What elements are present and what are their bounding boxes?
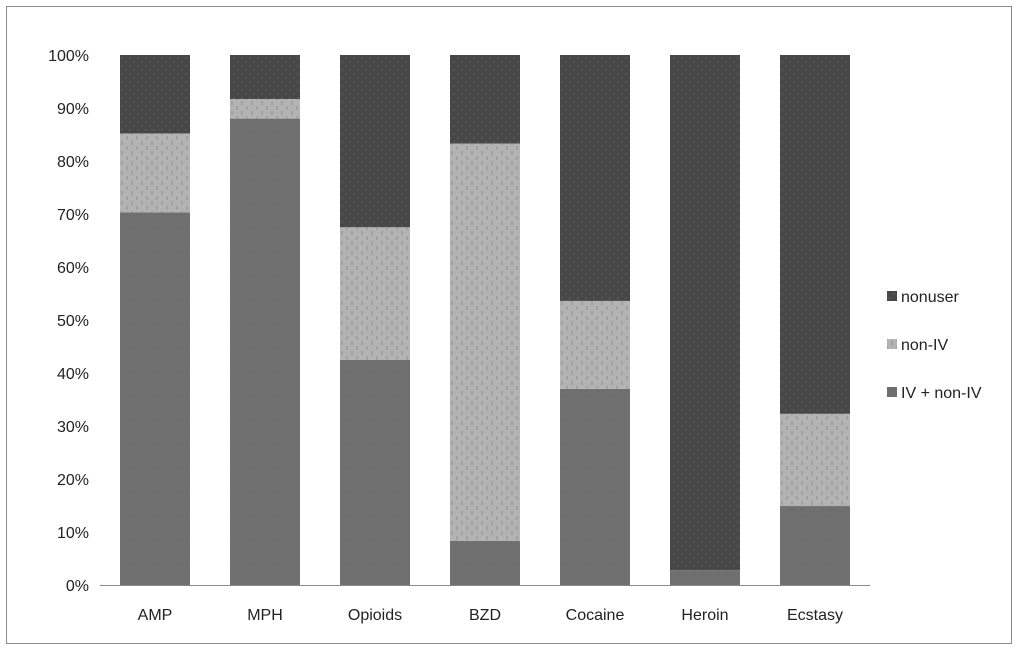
bar-segment-non-iv [120,133,190,213]
bar-segment-nonuser [560,55,630,301]
legend-label: nonuser [901,289,959,306]
bar-segment-nonuser [450,55,520,144]
bar-segment-non-iv [340,227,410,360]
legend: nonuser non-IV IV + non-IV [887,289,982,402]
bar-segment-iv-non-iv [230,118,300,585]
y-tick-label: 70% [57,207,89,224]
x-tick-label: Cocaine [566,607,625,624]
y-tick-label: 40% [57,366,89,383]
bar-segment-non-iv [450,143,520,542]
x-tick-label: BZD [469,607,501,624]
y-tick-label: 10% [57,525,89,542]
y-tick-label: 100% [48,48,89,65]
x-tick-label: Opioids [348,607,402,624]
bar-segment-iv-non-iv [780,506,850,585]
bar-segment-iv-non-iv [120,212,190,585]
bar-segment-iv-non-iv [450,541,520,585]
y-tick-label: 90% [57,101,89,118]
bar-segment-iv-non-iv [560,388,630,585]
bars-group [120,55,850,585]
bar-segment-nonuser [340,55,410,228]
y-tick-label: 20% [57,472,89,489]
legend-label: non-IV [901,337,948,354]
bar-segment-non-iv [780,413,850,507]
bar-segment-nonuser [670,55,740,571]
x-tick-label: MPH [247,607,283,624]
legend-swatch [887,339,897,349]
x-axis: AMP MPH Opioids BZD Cocaine Heroin Ecstasy [100,585,870,624]
y-tick-label: 60% [57,260,89,277]
y-tick-label: 80% [57,154,89,171]
bar-segment-nonuser [120,55,190,134]
bar-segment-non-iv [560,300,630,389]
x-tick-label: Heroin [681,607,728,624]
y-axis: 0% 10% 20% 30% 40% 50% 60% 70% 80% 90% 100% [48,48,89,595]
bar-segment-nonuser [230,55,300,99]
bar-segment-non-iv [230,98,300,119]
bar-segment-iv-non-iv [670,570,740,585]
bar-segment-nonuser [780,55,850,414]
legend-label: IV + non-IV [901,385,982,402]
y-tick-label: 30% [57,419,89,436]
legend-swatch [887,387,897,397]
legend-swatch [887,291,897,301]
y-tick-label: 50% [57,313,89,330]
y-tick-label: 0% [66,578,89,595]
x-tick-label: AMP [138,607,173,624]
bar-segment-iv-non-iv [340,359,410,585]
x-tick-label: Ecstasy [787,607,843,624]
